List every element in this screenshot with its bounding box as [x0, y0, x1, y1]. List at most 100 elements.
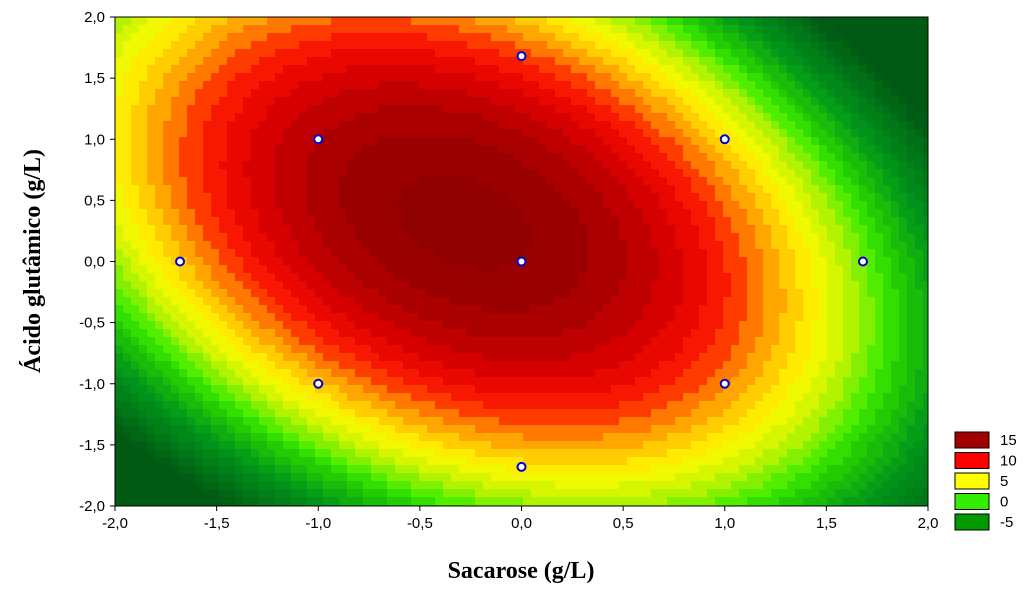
contour-cell [747, 305, 756, 314]
contour-cell [587, 113, 596, 122]
contour-cell [795, 161, 804, 170]
contour-cell [923, 113, 928, 122]
contour-cell [307, 73, 316, 82]
contour-cell [283, 401, 292, 410]
contour-cell [651, 209, 660, 218]
contour-cell [571, 265, 580, 274]
contour-cell [387, 321, 396, 330]
contour-cell [379, 145, 388, 154]
contour-cell [635, 81, 644, 90]
contour-cell [843, 17, 852, 26]
contour-cell [355, 73, 364, 82]
contour-cell [763, 41, 772, 50]
contour-cell [803, 233, 812, 242]
contour-cell [419, 241, 428, 250]
contour-cell [915, 177, 924, 186]
contour-cell [419, 137, 428, 146]
contour-cell [771, 113, 780, 122]
contour-cell [747, 129, 756, 138]
contour-cell [843, 281, 852, 290]
contour-cell [443, 281, 452, 290]
contour-cell [259, 65, 268, 74]
contour-cell [435, 65, 444, 74]
contour-cell [411, 177, 420, 186]
contour-cell [851, 329, 860, 338]
contour-cell [475, 313, 484, 322]
contour-cell [403, 361, 412, 370]
contour-cell [243, 81, 252, 90]
contour-cell [363, 337, 372, 346]
contour-cell [515, 225, 524, 234]
contour-cell [851, 393, 860, 402]
contour-cell [771, 217, 780, 226]
contour-cell [483, 33, 492, 42]
contour-cell [899, 17, 908, 26]
contour-cell [563, 337, 572, 346]
contour-cell [819, 129, 828, 138]
contour-cell [635, 89, 644, 98]
contour-cell [723, 329, 732, 338]
contour-cell [139, 337, 148, 346]
contour-cell [547, 273, 556, 282]
contour-cell [891, 17, 900, 26]
contour-cell [307, 249, 316, 258]
contour-cell [363, 33, 372, 42]
contour-cell [675, 209, 684, 218]
contour-cell [139, 345, 148, 354]
contour-cell [867, 249, 876, 258]
contour-cell [251, 385, 260, 394]
contour-cell [507, 249, 516, 258]
contour-cell [499, 241, 508, 250]
contour-cell [779, 17, 788, 26]
contour-cell [123, 161, 132, 170]
contour-cell [803, 289, 812, 298]
contour-cell [635, 65, 644, 74]
contour-cell [667, 17, 676, 26]
contour-cell [747, 401, 756, 410]
contour-cell [227, 185, 236, 194]
contour-cell [259, 81, 268, 90]
contour-cell [819, 33, 828, 42]
contour-cell [531, 217, 540, 226]
contour-cell [467, 25, 476, 34]
contour-cell [803, 265, 812, 274]
contour-cell [307, 369, 316, 378]
contour-cell [507, 313, 516, 322]
contour-cell [643, 153, 652, 162]
contour-cell [739, 337, 748, 346]
contour-cell [307, 41, 316, 50]
contour-cell [883, 193, 892, 202]
contour-cell [443, 25, 452, 34]
contour-cell [643, 401, 652, 410]
contour-cell [323, 81, 332, 90]
contour-cell [211, 185, 220, 194]
contour-cell [171, 297, 180, 306]
contour-cell [763, 177, 772, 186]
contour-cell [243, 337, 252, 346]
contour-cell [187, 337, 196, 346]
contour-cell [307, 33, 316, 42]
contour-cell [843, 33, 852, 42]
contour-cell [403, 161, 412, 170]
contour-cell [195, 121, 204, 130]
contour-cell [427, 17, 436, 26]
contour-cell [907, 145, 916, 154]
contour-cell [739, 145, 748, 154]
contour-cell [523, 121, 532, 130]
contour-cell [155, 321, 164, 330]
contour-cell [291, 57, 300, 66]
contour-cell [291, 169, 300, 178]
contour-cell [747, 105, 756, 114]
contour-cell [571, 225, 580, 234]
contour-cell [779, 353, 788, 362]
contour-cell [891, 33, 900, 42]
contour-cell [131, 241, 140, 250]
contour-cell [795, 321, 804, 330]
contour-cell [259, 361, 268, 370]
contour-cell [707, 81, 716, 90]
contour-cell [675, 241, 684, 250]
contour-cell [331, 377, 340, 386]
contour-cell [139, 89, 148, 98]
contour-cell [475, 329, 484, 338]
